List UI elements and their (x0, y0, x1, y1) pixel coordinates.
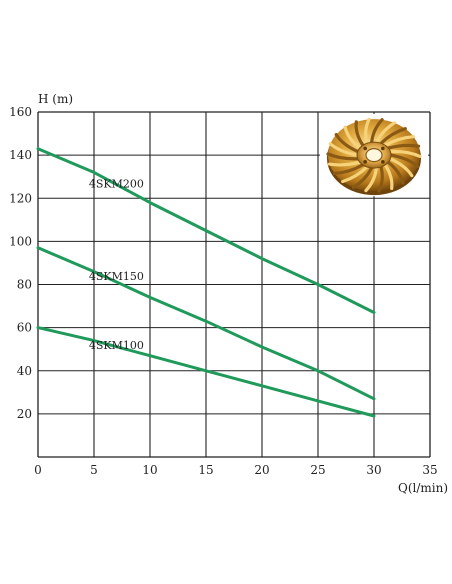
y-tick-label: 40 (17, 364, 32, 378)
impeller-bolt-hole (381, 160, 385, 164)
x-tick-label: 25 (310, 463, 325, 477)
impeller-vane (383, 135, 416, 147)
impeller-vane (386, 143, 421, 150)
impeller-vane (377, 165, 384, 193)
y-tick-label: 120 (9, 191, 32, 205)
impeller-vane (332, 163, 365, 176)
series-line-4skm100 (36, 326, 376, 418)
y-tick-label: 160 (9, 105, 32, 119)
impeller-vane (370, 118, 384, 144)
impeller-bolt-hole (363, 160, 367, 164)
y-axis-ticks: 20 40 60 80 100 120 140 160 (9, 105, 32, 421)
impeller-vane (383, 163, 394, 190)
series-line-4skm150 (36, 246, 376, 401)
impeller-vane (379, 127, 407, 145)
impeller-picture (326, 117, 422, 196)
impeller-inset (320, 114, 428, 197)
x-tick-label: 5 (90, 463, 98, 477)
y-tick-label: 80 (17, 278, 32, 292)
impeller-vane (327, 160, 362, 167)
series-labels: 4SKM200 4SKM150 4SKM100 (89, 177, 144, 352)
impeller-vane (354, 120, 365, 147)
series-label-4skm200: 4SKM200 (89, 177, 144, 190)
series-label-4skm100: 4SKM100 (89, 339, 144, 352)
impeller-vane (364, 166, 378, 193)
series-label-4skm150: 4SKM150 (89, 270, 144, 283)
y-axis-title: H (m) (38, 92, 73, 106)
impeller-vane (364, 117, 371, 145)
series-line-4skm200 (36, 147, 376, 314)
impeller-vane (374, 121, 397, 144)
impeller-vane (386, 160, 405, 185)
impeller-vane (388, 149, 422, 158)
x-tick-label: 15 (198, 463, 213, 477)
impeller-bolt-hole (381, 146, 385, 151)
y-tick-label: 140 (9, 148, 32, 162)
y-tick-label: 60 (17, 321, 32, 335)
x-tick-label: 0 (34, 463, 42, 477)
x-tick-label: 35 (422, 463, 437, 477)
x-tick-label: 20 (254, 463, 269, 477)
impeller-vane (388, 157, 414, 178)
y-tick-label: 100 (9, 234, 32, 248)
x-axis-title: Q(l/min) (398, 481, 448, 495)
impeller-vane (389, 153, 420, 168)
impeller-bolt-hole (363, 146, 367, 151)
x-tick-label: 10 (142, 463, 157, 477)
x-tick-label: 30 (366, 463, 381, 477)
impeller-vane (328, 142, 359, 157)
y-tick-label: 20 (17, 407, 32, 421)
x-axis-ticks: 0 5 10 15 20 25 30 35 (34, 463, 437, 477)
impeller-vane (351, 166, 374, 189)
series-lines (36, 147, 376, 418)
impeller-vane (343, 125, 362, 150)
impeller-vane (341, 165, 369, 184)
impeller-vane (334, 133, 360, 154)
impeller-bore (365, 148, 383, 163)
impeller-vane (326, 152, 360, 161)
